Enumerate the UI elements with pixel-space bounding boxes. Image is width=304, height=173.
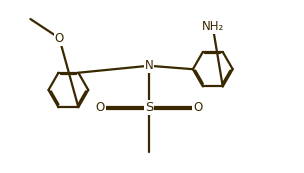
Text: O: O xyxy=(96,101,105,114)
Text: O: O xyxy=(55,31,64,45)
Text: N: N xyxy=(145,59,153,72)
Text: S: S xyxy=(145,101,153,114)
Text: O: O xyxy=(193,101,202,114)
Text: NH₂: NH₂ xyxy=(202,20,224,33)
